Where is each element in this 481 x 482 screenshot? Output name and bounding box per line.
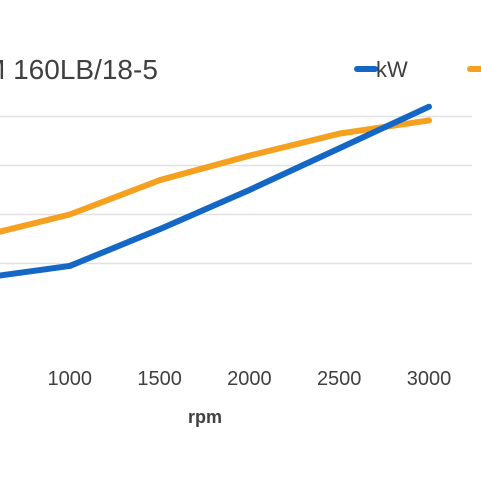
gridlines — [0, 115, 472, 265]
series-line-second — [0, 117, 432, 235]
x-tick-label: 1500 — [137, 368, 182, 390]
x-tick-label: 3000 — [407, 368, 452, 390]
series-lines — [0, 103, 432, 279]
x-axis-title: rpm — [188, 407, 222, 427]
x-tick-label: 2500 — [317, 368, 362, 390]
x-tick-label: 2000 — [227, 368, 272, 390]
legend-label-kw: kW — [376, 57, 408, 82]
chart-title: M 160LB/18-5 — [0, 54, 158, 85]
x-tick-label: 1000 — [48, 368, 93, 390]
x-tick-labels: 010001500200025003000 — [48, 368, 452, 390]
series-line-kw — [0, 103, 432, 279]
legend: kW — [354, 57, 481, 82]
